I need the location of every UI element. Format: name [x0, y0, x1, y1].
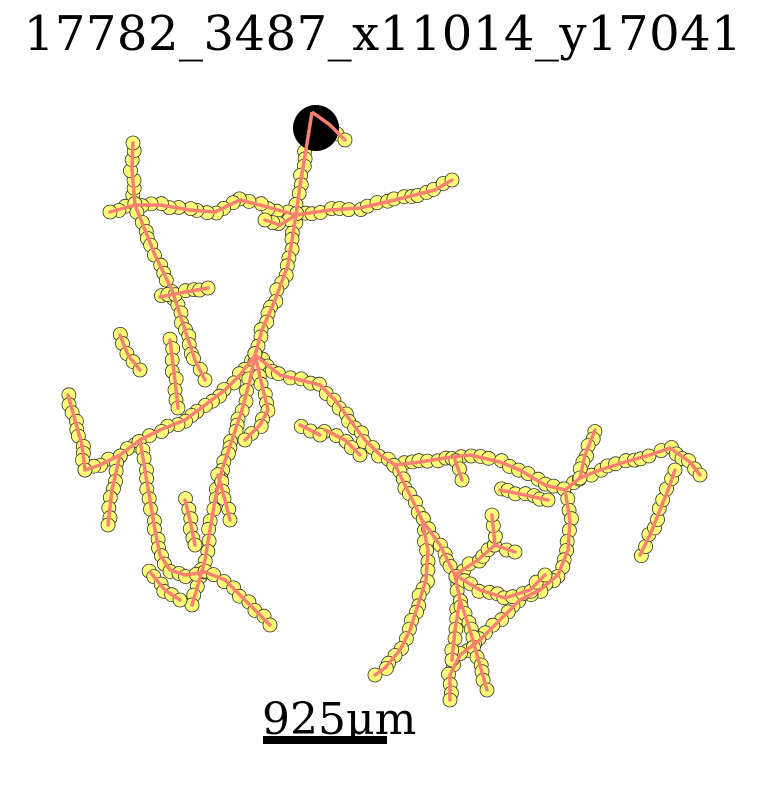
- branch-segment: [373, 463, 430, 677]
- branch-segment: [130, 141, 137, 207]
- branch-segment: [498, 488, 550, 502]
- branch-segment: [168, 338, 180, 410]
- branch-segment: [578, 428, 597, 480]
- branch-segment: [83, 353, 257, 472]
- branch-segment: [138, 438, 207, 577]
- branch-segment: [183, 498, 197, 547]
- branch-segment: [263, 213, 298, 227]
- branch-segment: [323, 428, 362, 457]
- figure-title: 17782_3487_x11014_y17041: [23, 6, 743, 62]
- branch-segment: [253, 353, 702, 492]
- soma: [293, 105, 339, 151]
- branch-segment: [448, 488, 572, 702]
- branch-segment: [133, 203, 207, 382]
- node-markers: [61, 105, 708, 708]
- branch-segment: [158, 286, 210, 299]
- branch-segment: [294, 178, 454, 217]
- branch-segment: [133, 198, 298, 217]
- branch-segment: [490, 513, 497, 547]
- branch-segment: [453, 543, 517, 577]
- branch-segment: [453, 458, 464, 482]
- branch-segment: [243, 353, 270, 442]
- branch-segment: [106, 453, 122, 527]
- scale-bar: [263, 736, 387, 744]
- branch-segment: [453, 573, 547, 600]
- branch-segment: [203, 570, 272, 627]
- soma-trunk: [298, 111, 314, 186]
- branch-segment: [66, 393, 87, 472]
- branch-segment: [638, 468, 677, 557]
- branch-segment: [298, 423, 322, 437]
- branch-segment: [420, 518, 462, 662]
- branch-segment: [118, 333, 142, 372]
- branch-segment: [458, 598, 489, 692]
- branch-segment: [148, 570, 182, 602]
- branch-segment: [108, 203, 137, 214]
- branch-segment: [216, 473, 232, 522]
- soma-branch: [310, 110, 347, 142]
